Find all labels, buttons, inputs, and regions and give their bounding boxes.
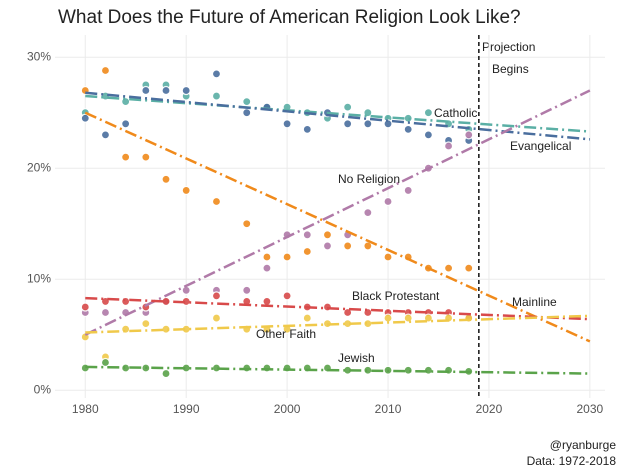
point (262, 296, 272, 307)
point (322, 230, 333, 240)
point (80, 113, 90, 123)
x-tick-label: 2030 (577, 402, 604, 416)
trend-line (84, 89, 591, 336)
point (141, 152, 151, 162)
point (363, 365, 373, 375)
annotation: Begins (492, 62, 529, 76)
x-tick-label: 2000 (274, 402, 301, 416)
series-label: Evangelical (510, 139, 571, 153)
point (181, 185, 191, 196)
x-tick-label: 1980 (72, 402, 99, 416)
trend-line (85, 296, 590, 321)
annotation: Projection (482, 40, 535, 54)
trend-line (85, 314, 590, 334)
point (383, 196, 393, 207)
point (363, 319, 373, 329)
point (211, 313, 222, 323)
point (181, 85, 191, 96)
point (302, 230, 312, 240)
point (302, 124, 312, 134)
point (100, 130, 111, 140)
trend-line (85, 365, 590, 375)
chart-title: What Does the Future of American Religio… (58, 7, 521, 28)
point (100, 65, 111, 76)
point (282, 291, 292, 301)
point (242, 219, 252, 229)
y-tick-label: 0% (34, 382, 52, 396)
point (343, 102, 353, 112)
point (443, 365, 454, 375)
series-label: Other Faith (256, 327, 316, 341)
point (383, 252, 393, 262)
series-label: Catholic (434, 106, 477, 120)
point (443, 263, 454, 273)
point (282, 252, 292, 262)
point (121, 97, 131, 107)
point (181, 285, 191, 295)
trend-line (84, 111, 591, 343)
point (141, 85, 151, 96)
point (211, 69, 222, 79)
y-tick-label: 20% (27, 160, 51, 174)
x-tick-label: 1990 (173, 402, 200, 416)
caption: @ryanburge (550, 438, 617, 452)
point (242, 97, 252, 107)
point (423, 130, 433, 140)
point (100, 307, 111, 318)
point (443, 141, 454, 151)
point (343, 119, 353, 129)
point (211, 91, 222, 101)
point (423, 108, 433, 118)
point (121, 119, 131, 129)
point (100, 357, 111, 368)
point (262, 363, 272, 373)
point (464, 263, 474, 273)
trend-line (85, 94, 590, 133)
point (80, 302, 90, 312)
x-tick-label: 2010 (375, 402, 402, 416)
point (343, 307, 353, 318)
point (363, 208, 373, 218)
point (141, 319, 151, 329)
point (403, 124, 413, 134)
point (242, 285, 252, 295)
point (242, 108, 252, 118)
caption: Data: 1972-2018 (527, 454, 617, 468)
series-label: Mainline (512, 295, 557, 309)
point (161, 174, 171, 184)
point (383, 119, 393, 129)
point (464, 130, 474, 140)
y-tick-label: 10% (27, 271, 51, 285)
point (383, 313, 393, 323)
series-label: Black Protestant (352, 289, 440, 303)
point (121, 324, 131, 334)
point (121, 296, 131, 307)
point (161, 85, 171, 96)
point (121, 152, 131, 162)
point (262, 252, 272, 262)
point (403, 113, 413, 123)
series-label: No Religion (338, 172, 400, 186)
point (302, 313, 312, 323)
point (403, 185, 413, 196)
series-label: Jewish (338, 351, 375, 365)
point (403, 313, 413, 323)
point (121, 363, 131, 373)
point (363, 119, 373, 129)
point (262, 263, 272, 273)
point (302, 246, 312, 257)
point (161, 368, 171, 379)
point (211, 291, 222, 301)
trend-line (85, 91, 590, 141)
x-tick-label: 2020 (476, 402, 503, 416)
point (282, 119, 292, 129)
point (322, 241, 333, 251)
point (343, 241, 353, 251)
point (211, 196, 222, 207)
y-tick-label: 30% (27, 49, 51, 63)
